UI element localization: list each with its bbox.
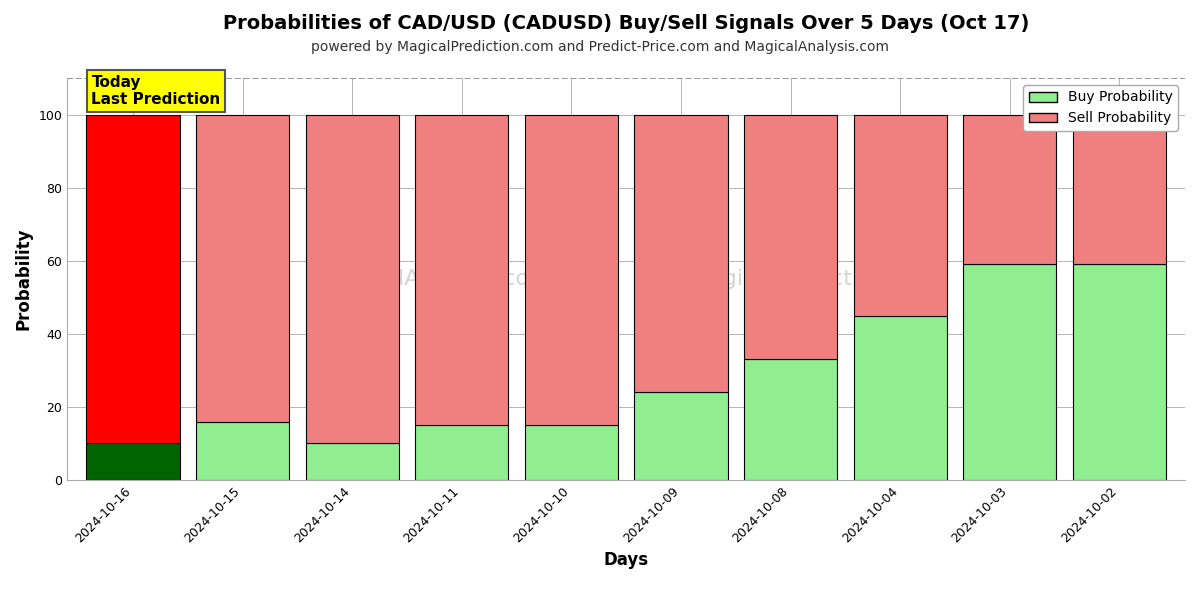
Bar xyxy=(86,115,180,443)
Bar xyxy=(196,115,289,422)
Bar xyxy=(196,422,289,480)
Text: MagicalPrediction.com: MagicalPrediction.com xyxy=(691,269,942,289)
Bar xyxy=(853,115,947,316)
Text: MagicalAnalysis.com: MagicalAnalysis.com xyxy=(320,269,552,289)
Bar xyxy=(744,115,838,359)
Bar xyxy=(964,115,1056,265)
Bar xyxy=(86,443,180,480)
Bar xyxy=(306,115,398,443)
Bar xyxy=(964,265,1056,480)
Bar xyxy=(1073,265,1166,480)
Legend: Buy Probability, Sell Probability: Buy Probability, Sell Probability xyxy=(1024,85,1178,131)
Bar xyxy=(415,425,509,480)
Bar xyxy=(524,115,618,425)
Bar xyxy=(635,392,727,480)
Bar xyxy=(415,115,509,425)
Text: Today
Last Prediction: Today Last Prediction xyxy=(91,75,221,107)
Bar xyxy=(853,316,947,480)
Bar xyxy=(635,115,727,392)
Title: Probabilities of CAD/USD (CADUSD) Buy/Sell Signals Over 5 Days (Oct 17): Probabilities of CAD/USD (CADUSD) Buy/Se… xyxy=(223,14,1030,34)
Bar xyxy=(1073,115,1166,265)
Bar xyxy=(306,443,398,480)
Y-axis label: Probability: Probability xyxy=(14,228,34,330)
Text: powered by MagicalPrediction.com and Predict-Price.com and MagicalAnalysis.com: powered by MagicalPrediction.com and Pre… xyxy=(311,40,889,54)
Bar xyxy=(524,425,618,480)
Bar xyxy=(744,359,838,480)
X-axis label: Days: Days xyxy=(604,551,649,569)
